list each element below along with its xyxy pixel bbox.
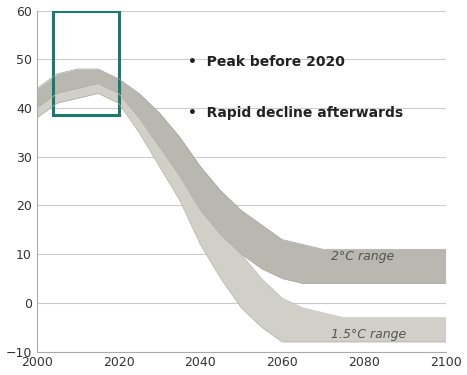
Text: 2°C range: 2°C range	[331, 250, 394, 263]
Text: •  Peak before 2020: • Peak before 2020	[188, 55, 345, 69]
Bar	[53, 10, 119, 115]
Text: •  Rapid decline afterwards: • Rapid decline afterwards	[188, 106, 403, 120]
Text: 1.5°C range: 1.5°C range	[331, 328, 406, 341]
